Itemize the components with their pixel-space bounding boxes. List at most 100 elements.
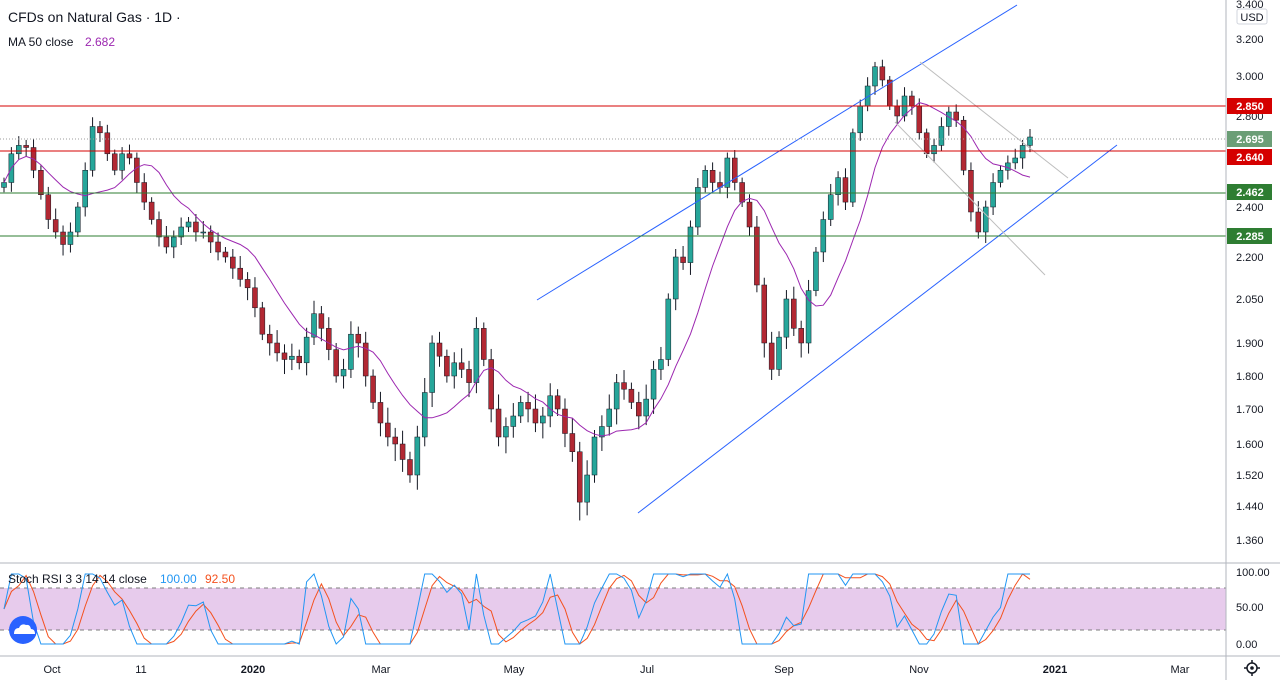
candle-body [466, 369, 472, 383]
candle-body [606, 408, 613, 427]
candle-body [481, 328, 487, 360]
candle-body [783, 298, 790, 338]
currency-badge-bg [1236, 8, 1268, 25]
candle-body [503, 426, 509, 438]
channel-upper-trendline[interactable] [536, 4, 1018, 301]
candle-body [281, 352, 288, 360]
price-tick-label: 1.440 [1236, 501, 1264, 513]
channel-lower-trendline[interactable] [637, 144, 1118, 514]
price-tick-label: 3.000 [1236, 71, 1264, 83]
price-tick-label: 1.520 [1236, 470, 1264, 482]
candle-body [16, 145, 22, 155]
candle-body [193, 221, 199, 233]
candle-body [200, 231, 207, 234]
candles-layer [1, 59, 1033, 521]
candle-body [421, 392, 428, 438]
candle-body [392, 436, 398, 445]
candle-body [643, 398, 649, 417]
candle-body [540, 415, 546, 424]
candle-body [67, 231, 74, 245]
candle-body [451, 362, 458, 377]
candle-body [842, 177, 849, 203]
candle-body [38, 170, 44, 195]
candle-body [946, 111, 952, 127]
candle-body [141, 182, 147, 203]
time-axis[interactable]: Oct 11 2020 Mar May Jul Sep Nov 2021 Mar [43, 664, 1189, 676]
candle-body [532, 408, 539, 424]
candle-body [60, 231, 66, 245]
ma-indicator-label[interactable]: MA 50 close [8, 35, 74, 49]
price-tick-label: 1.800 [1236, 371, 1264, 383]
candle-body [340, 369, 347, 377]
candle-body [163, 236, 170, 248]
candle-body [953, 111, 959, 121]
candle-body [754, 226, 760, 286]
candle-body [414, 436, 421, 476]
candle-body [997, 170, 1004, 183]
candle-body [45, 194, 52, 220]
cloud-logo-icon[interactable] [9, 616, 37, 644]
price-tick-label: 2.400 [1236, 202, 1264, 214]
stoch-d-value: 92.50 [205, 572, 235, 586]
candle-body [687, 226, 694, 263]
candle-body [739, 182, 745, 203]
candle-body [488, 359, 494, 410]
candle-body [835, 177, 841, 196]
candle-body [702, 170, 708, 188]
candle-body [89, 126, 96, 171]
candle-body [636, 402, 642, 417]
candle-body [599, 426, 605, 438]
stoch-tick-label: 50.00 [1236, 602, 1264, 614]
currency-label: USD [1240, 12, 1263, 24]
time-tick-label: 2020 [241, 664, 265, 676]
candle-body [207, 231, 214, 243]
candle-body [576, 451, 583, 503]
candle-body [244, 279, 251, 289]
last-price-badge: 2.695 [1227, 131, 1272, 147]
svg-text:2.462: 2.462 [1236, 187, 1264, 199]
candle-body [709, 170, 716, 183]
candle-body [399, 443, 406, 460]
candle-body [982, 206, 989, 233]
candle-body [252, 287, 258, 309]
time-tick-label: Nov [909, 664, 929, 676]
candle-body [134, 157, 140, 183]
candle-body [650, 369, 657, 400]
candle-body [303, 336, 310, 364]
candle-body [104, 132, 111, 155]
candle-body [1012, 157, 1018, 164]
candle-body [1, 182, 7, 188]
candle-body [215, 241, 221, 253]
candle-body [569, 433, 576, 452]
descending-channel-lower [894, 121, 1046, 276]
stoch-axis: 100.00 50.00 0.00 [1236, 567, 1270, 651]
candle-body [761, 284, 768, 344]
time-tick-label: 2021 [1043, 664, 1067, 676]
price-tick-label: 1.700 [1236, 404, 1264, 416]
candle-body [916, 105, 923, 134]
candle-body [938, 126, 945, 146]
candle-body [621, 382, 627, 390]
candle-body [274, 342, 280, 354]
symbol-title[interactable]: CFDs on Natural Gas · 1D · [8, 9, 181, 25]
stoch-label[interactable]: Stoch RSI 3 3 14 14 close [8, 572, 147, 586]
time-tick-label: Mar [1171, 664, 1190, 676]
price-axis[interactable]: 3.4003.2003.0002.8002.6002.4002.2002.050… [1236, 0, 1264, 547]
candle-body [1005, 162, 1011, 171]
candle-body [805, 290, 812, 344]
candle-body [82, 170, 88, 208]
candle-body [52, 219, 59, 233]
candle-body [326, 328, 332, 350]
candle-body [222, 251, 229, 258]
candle-body [178, 226, 184, 238]
gear-icon[interactable] [1244, 660, 1260, 676]
candle-body [377, 402, 384, 424]
candle-body [510, 415, 517, 427]
candle-body [894, 105, 900, 117]
candle-body [791, 298, 797, 329]
candle-body [798, 328, 804, 344]
candle-body [628, 388, 635, 403]
ma-50-line [3, 102, 1031, 437]
